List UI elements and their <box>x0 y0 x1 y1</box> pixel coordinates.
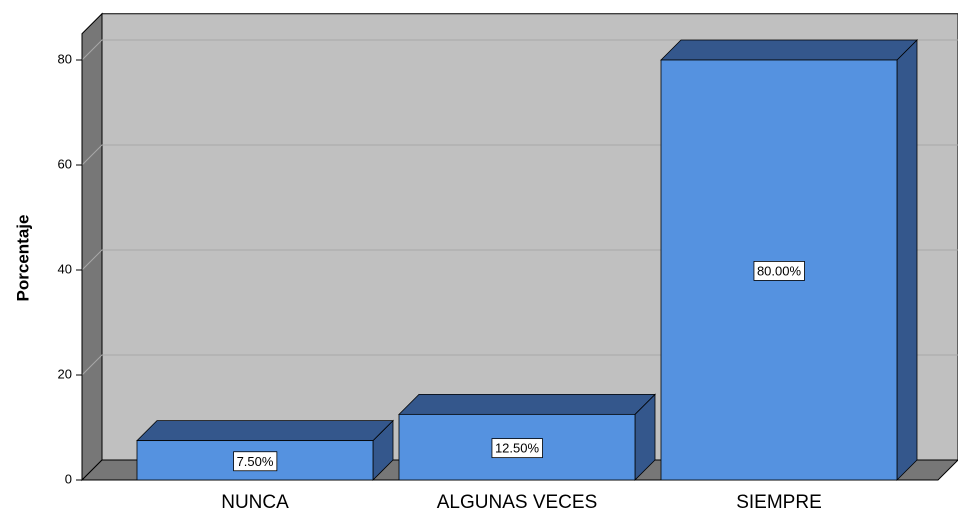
y-tick-label: 20 <box>58 366 72 381</box>
value-label: 7.50% <box>237 454 274 469</box>
bar-group <box>660 39 918 481</box>
value-label-box <box>491 438 543 459</box>
bar-side <box>896 39 918 481</box>
y-axis-title: Porcentaje <box>13 215 32 302</box>
value-label: 80.00% <box>757 263 802 278</box>
x-tick-label: ALGUNAS VECES <box>437 492 598 512</box>
y-tick-label: 60 <box>58 156 72 171</box>
bar-group <box>136 419 394 481</box>
y-tick-label: 40 <box>58 261 72 276</box>
side-wall <box>81 12 103 482</box>
bar-top <box>398 393 656 415</box>
x-tick-label: SIEMPRE <box>736 492 822 512</box>
y-tick-label: 80 <box>58 51 72 66</box>
value-label-box <box>233 451 278 472</box>
grid-line <box>81 39 958 61</box>
value-label-box <box>753 261 805 281</box>
bar-top <box>136 420 394 442</box>
value-label: 12.50% <box>495 441 540 456</box>
y-tick-label: 0 <box>65 471 72 486</box>
bar-top <box>660 39 918 61</box>
x-tick-label: NUNCA <box>221 492 289 512</box>
bar-group <box>398 393 656 481</box>
